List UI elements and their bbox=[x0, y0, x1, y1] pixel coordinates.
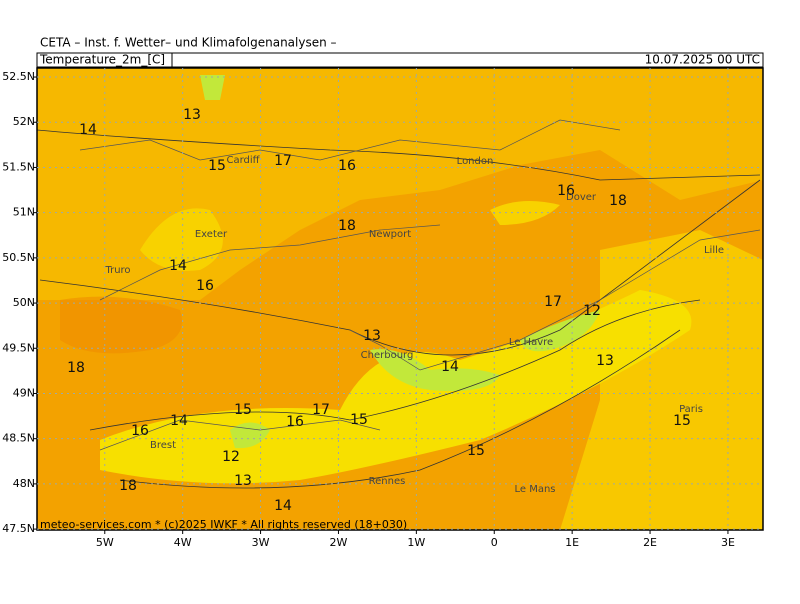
contour-label: 18 bbox=[338, 218, 356, 234]
contour-label: 16 bbox=[338, 158, 356, 174]
header-box bbox=[36, 52, 764, 68]
city-label: Exeter bbox=[195, 229, 228, 240]
x-tick-label: 3E bbox=[721, 536, 735, 549]
coastline bbox=[79, 119, 761, 451]
contour-label: 14 bbox=[441, 359, 459, 375]
contour-label: 15 bbox=[208, 158, 226, 174]
y-tick-label: 48N bbox=[13, 477, 35, 490]
city-label: Dover bbox=[566, 192, 597, 203]
city-label: Newport bbox=[369, 229, 411, 240]
x-tick-label: 5W bbox=[96, 536, 114, 549]
contour-label: 17 bbox=[274, 153, 292, 169]
contour-label: 14 bbox=[169, 258, 187, 274]
variable-label: Temperature_2m_[C] bbox=[39, 53, 165, 67]
field-coldest bbox=[520, 310, 600, 352]
contour-label: 14 bbox=[274, 498, 292, 514]
field-coldest bbox=[200, 75, 225, 100]
contour-label: 15 bbox=[234, 402, 252, 418]
x-tick-label: 1W bbox=[407, 536, 425, 549]
contour-label: 14 bbox=[170, 413, 188, 429]
contour-label: 18 bbox=[67, 360, 85, 376]
city-label: Le Havre bbox=[509, 337, 553, 348]
y-tick-label: 52N bbox=[13, 115, 35, 128]
x-tick-label: 3W bbox=[252, 536, 270, 549]
valid-time: 10.07.2025 00 UTC bbox=[645, 53, 760, 67]
map-frame bbox=[36, 67, 764, 531]
x-tick-label: 2E bbox=[643, 536, 657, 549]
contour-label: 18 bbox=[119, 478, 137, 494]
x-tick-label: 1E bbox=[565, 536, 579, 549]
contour-label: 13 bbox=[363, 328, 381, 344]
contour-label: 12 bbox=[222, 449, 240, 465]
city-label: Lille bbox=[704, 245, 724, 256]
city-label: Cardiff bbox=[226, 155, 260, 166]
contour-label: 16 bbox=[131, 423, 149, 439]
city-label: Truro bbox=[104, 265, 130, 276]
contour-label: 17 bbox=[312, 402, 330, 418]
city-label: Le Mans bbox=[514, 484, 555, 495]
contour-label: 15 bbox=[467, 443, 485, 459]
y-tick-label: 50N bbox=[13, 296, 35, 309]
contour-label: 13 bbox=[234, 473, 252, 489]
contour-label: 12 bbox=[583, 303, 601, 319]
x-tick-label: 0 bbox=[491, 536, 498, 549]
contour-label: 13 bbox=[183, 107, 201, 123]
contour-label: 14 bbox=[79, 122, 97, 138]
contour-label: 13 bbox=[596, 353, 614, 369]
y-tick-label: 47.5N bbox=[2, 522, 35, 535]
y-tick-label: 48.5N bbox=[2, 432, 35, 445]
field-coldest bbox=[230, 422, 270, 449]
field-coldest bbox=[370, 349, 500, 391]
y-tick-label: 49.5N bbox=[2, 341, 35, 354]
y-tick-label: 51.5N bbox=[2, 160, 35, 173]
y-tick-label: 49N bbox=[13, 386, 35, 399]
contour-label: 18 bbox=[609, 193, 627, 209]
header-title: CETA – Inst. f. Wetter– und Klimafolgena… bbox=[40, 36, 337, 50]
contour-label: 16 bbox=[286, 414, 304, 430]
y-tick-label: 50.5N bbox=[2, 251, 35, 264]
field-cool bbox=[140, 208, 223, 271]
y-tick-label: 51N bbox=[13, 206, 35, 219]
city-label: Brest bbox=[150, 440, 176, 451]
y-tick-label: 52.5N bbox=[2, 70, 35, 83]
contour-label: 17 bbox=[544, 294, 562, 310]
contour-label: 15 bbox=[673, 413, 691, 429]
x-tick-label: 2W bbox=[330, 536, 348, 549]
footer: meteo-services.com * (c)2025 IWKF * All … bbox=[40, 518, 407, 531]
city-label: Rennes bbox=[369, 476, 406, 487]
contour-line bbox=[36, 129, 761, 489]
city-label: Paris bbox=[679, 404, 703, 415]
x-tick-label: 4W bbox=[174, 536, 192, 549]
city-label: London bbox=[457, 156, 494, 167]
contour-label: 16 bbox=[196, 278, 214, 294]
contour-label: 15 bbox=[350, 412, 368, 428]
field-warmest bbox=[60, 296, 182, 354]
contour-label: 16 bbox=[557, 183, 575, 199]
city-label: Cherbourg bbox=[361, 350, 414, 361]
field bbox=[36, 68, 763, 530]
